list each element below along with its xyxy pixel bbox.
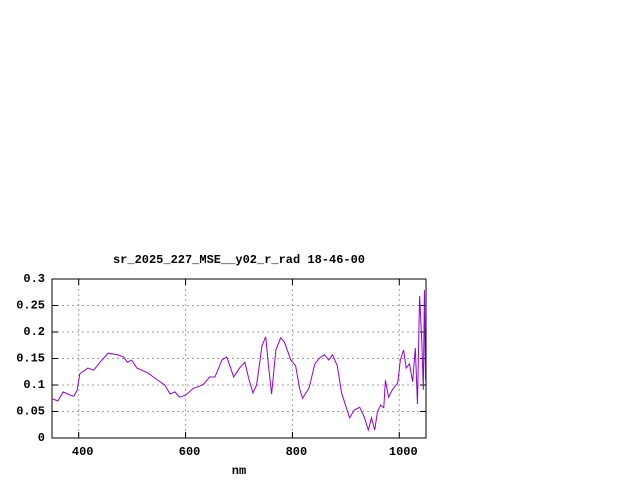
chart-title: sr_2025_227_MSE__y02_r_rad 18-46-00: [113, 253, 365, 267]
y-tick-label: 0.1: [23, 378, 45, 392]
y-tick-label: 0.3: [23, 272, 45, 286]
x-tick-label: 800: [286, 445, 308, 459]
y-tick-label: 0.2: [23, 325, 45, 339]
y-tick-label: 0.25: [16, 299, 45, 313]
data-line: [51, 290, 426, 432]
y-tick-label: 0: [38, 431, 45, 445]
x-tick-label: 600: [179, 445, 201, 459]
x-tick-label: 400: [72, 445, 94, 459]
y-tick-label: 0.05: [16, 405, 45, 419]
plot-border: [51, 278, 427, 439]
x-tick-label: 1000: [389, 445, 418, 459]
y-tick-label: 0.15: [16, 352, 45, 366]
x-axis-label: nm: [232, 464, 246, 478]
